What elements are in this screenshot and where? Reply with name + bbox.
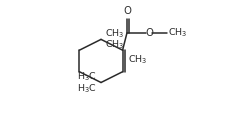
Text: CH$_3$: CH$_3$ bbox=[105, 27, 125, 40]
Text: CH$_3$: CH$_3$ bbox=[168, 27, 188, 39]
Text: H$_3$C: H$_3$C bbox=[77, 82, 97, 94]
Text: H$_3$C: H$_3$C bbox=[77, 71, 97, 83]
Text: CH$_3$: CH$_3$ bbox=[105, 39, 125, 51]
Text: CH$_3$: CH$_3$ bbox=[128, 54, 147, 66]
Text: O: O bbox=[123, 6, 131, 17]
Text: O: O bbox=[145, 28, 153, 38]
